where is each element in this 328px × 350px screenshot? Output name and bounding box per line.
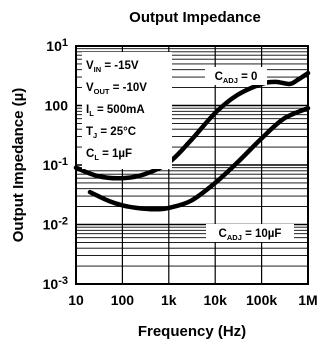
conditions-background [82,52,172,169]
series-line-2 [87,105,311,212]
x-tick-label: 100k [246,292,277,308]
curves [73,70,311,212]
condition-2: VOUT = -10V [86,82,147,96]
x-axis-label: Frequency (Hz) [138,323,246,340]
condition-3: IL = 500mA [86,104,145,118]
y-axis-label: Output Impedance (µ) [10,88,27,242]
series-label-bg [205,67,267,85]
series-labels: CADJ = 0 CADJ = 10µF [205,67,294,242]
condition-5: CL = 1µF [86,148,132,162]
y-tick-label: 100 [45,98,69,114]
x-tick-labels: 10 100 1k 10k 100k 1M [68,292,318,308]
condition-1: VIN = -15V [86,60,139,74]
y-tick-label: 10-3 [43,275,68,292]
y-tick-labels: 101 100 10-1 10-2 10-3 [43,37,69,292]
y-tick-label: 101 [46,37,68,54]
plot-frame [75,45,309,285]
series-line-1 [73,70,311,181]
series-label-2: CADJ = 10µF [219,228,282,242]
grid [76,46,308,285]
x-tick-label: 100 [111,292,135,308]
x-tick-label: 10 [68,292,84,308]
condition-4: TJ = 25°C [86,126,136,140]
y-tick-label: 10-1 [43,156,68,173]
x-tick-label: 1k [161,292,177,308]
conditions-box: VIN = -15V VOUT = -10V IL = 500mA TJ = 25°C… [82,52,172,169]
series-label-1: CADJ = 0 [215,71,258,85]
x-tick-label: 1M [298,292,317,308]
chart-title: Output Impedance [129,9,261,26]
x-tick-label: 10k [204,292,228,308]
series-label-bg [206,224,294,242]
y-tick-label: 10-2 [43,216,68,233]
